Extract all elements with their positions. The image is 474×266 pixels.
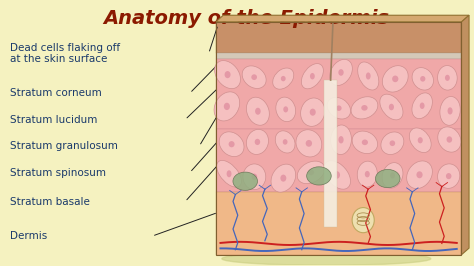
Ellipse shape [273,68,294,89]
Text: Dermis: Dermis [10,231,47,241]
Ellipse shape [447,136,452,143]
Ellipse shape [438,127,461,152]
Ellipse shape [255,108,261,115]
Ellipse shape [407,161,432,189]
Ellipse shape [445,75,450,81]
Ellipse shape [233,172,257,190]
Ellipse shape [380,94,403,120]
Ellipse shape [297,161,325,184]
Bar [216,22,462,255]
Ellipse shape [418,137,423,143]
Ellipse shape [358,62,379,90]
Ellipse shape [228,141,235,147]
Ellipse shape [334,171,340,178]
Ellipse shape [410,128,431,152]
Ellipse shape [255,139,260,145]
Ellipse shape [222,252,431,265]
Ellipse shape [217,160,241,187]
Ellipse shape [338,136,344,143]
Ellipse shape [390,172,395,178]
Bar [216,59,462,129]
Ellipse shape [412,68,434,90]
Text: Anatomy of the Epidermis: Anatomy of the Epidermis [103,9,390,28]
Ellipse shape [310,109,316,116]
Ellipse shape [338,69,344,76]
Bar [216,22,462,255]
Ellipse shape [252,174,257,180]
Ellipse shape [392,76,398,82]
Ellipse shape [362,139,368,145]
Bar [324,80,337,227]
Bar [216,129,462,192]
Ellipse shape [383,66,408,92]
Ellipse shape [420,76,425,82]
Ellipse shape [242,66,266,89]
Ellipse shape [365,171,370,177]
Ellipse shape [327,97,351,119]
Polygon shape [462,15,469,255]
Ellipse shape [447,107,453,114]
Ellipse shape [336,105,342,111]
Text: Stratum spinosum: Stratum spinosum [10,168,106,178]
Ellipse shape [357,161,377,187]
Polygon shape [216,15,469,22]
Ellipse shape [271,164,296,192]
Ellipse shape [389,104,394,110]
Ellipse shape [390,140,395,146]
Ellipse shape [412,93,432,119]
Ellipse shape [330,59,352,85]
Text: Stratum basale: Stratum basale [10,197,90,207]
Ellipse shape [352,207,374,233]
Ellipse shape [301,98,325,126]
Ellipse shape [296,130,322,157]
Ellipse shape [438,164,460,188]
Ellipse shape [246,129,268,155]
Ellipse shape [283,139,288,145]
Ellipse shape [251,74,257,80]
Ellipse shape [276,97,296,122]
Ellipse shape [214,92,240,121]
Ellipse shape [227,170,231,177]
Ellipse shape [306,140,312,147]
Ellipse shape [366,72,371,80]
Bar [216,22,462,53]
Text: Stratum granulosum: Stratum granulosum [10,141,118,151]
Ellipse shape [219,132,244,157]
Ellipse shape [224,103,230,110]
Bar [216,53,462,59]
Ellipse shape [352,131,378,153]
Ellipse shape [308,169,314,175]
Ellipse shape [275,131,295,153]
Ellipse shape [438,65,457,90]
Text: Dead cells flaking off
at the skin surface: Dead cells flaking off at the skin surfa… [10,43,120,64]
Ellipse shape [351,97,378,119]
Text: Stratum corneum: Stratum corneum [10,88,102,98]
Ellipse shape [420,102,425,109]
Ellipse shape [243,164,266,190]
Ellipse shape [281,174,286,182]
Ellipse shape [331,125,351,155]
Ellipse shape [382,163,403,188]
Ellipse shape [446,173,451,179]
Ellipse shape [307,167,331,185]
Ellipse shape [301,64,323,89]
Ellipse shape [283,106,288,113]
Text: Stratum lucidum: Stratum lucidum [10,115,98,125]
Ellipse shape [375,169,400,188]
Ellipse shape [440,97,460,125]
Ellipse shape [225,71,230,78]
Bar [216,192,462,255]
Ellipse shape [215,61,240,89]
Ellipse shape [246,97,269,125]
Ellipse shape [381,132,404,155]
Ellipse shape [324,161,350,189]
Ellipse shape [417,171,423,178]
Ellipse shape [281,76,286,81]
Ellipse shape [361,105,368,111]
Ellipse shape [310,73,315,80]
